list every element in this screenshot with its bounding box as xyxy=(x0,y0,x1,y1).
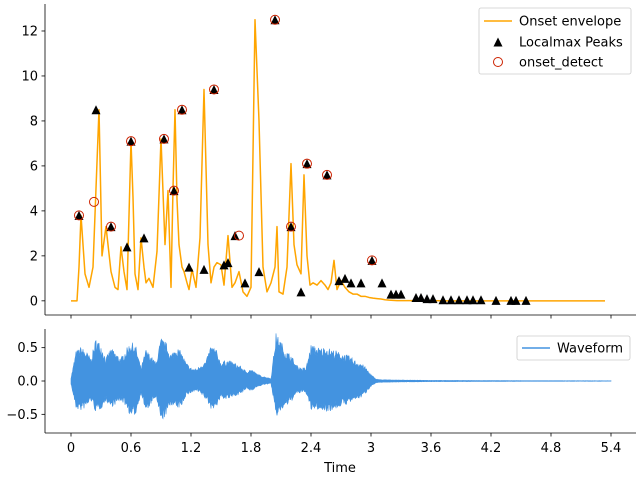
onset-legend-box xyxy=(478,7,632,75)
localmax-peak-marker xyxy=(454,295,464,305)
localmax-peak-marker xyxy=(446,295,456,305)
waveform-y-tick-label: 0.0 xyxy=(17,375,38,390)
onset-y-tick-label: 12 xyxy=(21,24,38,39)
localmax-peak-marker xyxy=(286,222,296,232)
x-tick-label: 1.8 xyxy=(241,441,262,456)
localmax-peak-marker xyxy=(416,292,426,302)
onset-y-tick-label: 8 xyxy=(30,114,38,129)
localmax-peak-marker xyxy=(240,278,250,288)
legend-label-onset-envelope: Onset envelope xyxy=(519,15,621,30)
onset-detect-marker xyxy=(177,104,187,115)
localmax-peak-marker xyxy=(302,159,312,169)
onset-y-ticks: 0 2 4 6 8 10 12 xyxy=(21,24,45,309)
localmax-peak-marker xyxy=(254,267,264,277)
waveform-plot-area xyxy=(70,333,612,420)
onset-detect-marker xyxy=(286,221,296,232)
onset-detect-marker xyxy=(74,210,84,221)
x-tick-label: 3 xyxy=(367,441,375,456)
onset-envelope-panel: 0 2 4 6 8 10 12 Onset envelope Localmax Peaks … xyxy=(21,4,636,319)
waveform-y-tick-label: −0.5 xyxy=(6,408,38,423)
x-tick-label: 3.6 xyxy=(421,441,442,456)
localmax-peak-marker xyxy=(468,295,478,305)
localmax-peak-marker xyxy=(511,295,521,305)
localmax-peak-marker xyxy=(476,295,486,305)
legend-swatch-onset-detect xyxy=(493,57,503,67)
onset-detect-marker xyxy=(302,158,312,169)
localmax-peak-marker xyxy=(106,222,116,232)
onset-detect-marker xyxy=(234,230,244,241)
localmax-peak-marker xyxy=(377,278,387,288)
localmax-peak-marker xyxy=(74,210,84,220)
localmax-peak-marker xyxy=(322,170,332,180)
onset-detect-marker xyxy=(270,14,280,25)
localmax-peak-marker xyxy=(462,295,472,305)
localmax-peak-marker xyxy=(396,289,406,299)
localmax-peak-marker xyxy=(422,294,432,304)
localmax-peak-marker xyxy=(184,262,194,272)
waveform-y-ticks: −0.5 0.0 0.5 xyxy=(6,341,45,423)
localmax-peak-marker xyxy=(438,295,448,305)
localmax-peak-marker xyxy=(340,273,350,283)
onset-detect-marker xyxy=(106,221,116,232)
localmax-peak-marker xyxy=(122,242,132,252)
onset-detect-marker xyxy=(209,84,219,95)
onset-plot-area xyxy=(71,14,605,305)
onset-envelope-line xyxy=(71,18,605,302)
legend-label-waveform: Waveform xyxy=(557,342,623,357)
waveform-area xyxy=(70,333,612,420)
localmax-peak-marker xyxy=(199,264,209,274)
localmax-peak-marker xyxy=(296,287,306,297)
onset-y-tick-label: 6 xyxy=(30,159,38,174)
localmax-peak-marker xyxy=(367,255,377,265)
localmax-peak-marker xyxy=(159,134,169,144)
localmax-peak-marker xyxy=(491,295,501,305)
onset-detect-marker xyxy=(322,169,332,180)
localmax-peak-marker xyxy=(356,278,366,288)
onset-detect-marker xyxy=(89,196,99,207)
x-tick-label: 5.4 xyxy=(601,441,622,456)
onset-y-tick-label: 2 xyxy=(30,249,38,264)
onset-x-ticks xyxy=(70,315,612,319)
waveform-legend: Waveform xyxy=(516,335,631,361)
onset-y-tick-label: 0 xyxy=(30,294,38,309)
localmax-peak-marker xyxy=(177,105,187,115)
localmax-peak-marker xyxy=(346,278,356,288)
localmax-peak-marker xyxy=(91,105,101,115)
x-tick-label: 4.8 xyxy=(541,441,562,456)
localmax-peak-marker xyxy=(223,258,233,268)
x-tick-label: 4.2 xyxy=(481,441,502,456)
legend-label-onset-detect: onset_detect xyxy=(519,56,603,71)
localmax-peak-marker xyxy=(209,84,219,94)
x-tick-label: 0.6 xyxy=(121,441,142,456)
localmax-peak-marker xyxy=(126,136,136,146)
legend-label-localmax-peaks: Localmax Peaks xyxy=(519,36,623,51)
x-axis-label: Time xyxy=(323,461,356,476)
localmax-peak-marker xyxy=(169,186,179,196)
waveform-x-ticks: 0 0.6 1.2 1.8 2.4 3 3.6 4.2 4.8 5.4 xyxy=(67,433,621,456)
localmax-peak-marker xyxy=(270,15,280,25)
onset-detect-marker xyxy=(126,136,136,147)
waveform-panel: −0.5 0.0 0.5 0 0.6 1.2 1.8 2.4 3 3.6 4.2 4.8 5.4 Ti… xyxy=(6,329,636,476)
x-tick-label: 0 xyxy=(67,441,75,456)
onset-detect-marker xyxy=(367,255,377,266)
localmax-peak-marker xyxy=(428,294,438,304)
localmax-peak-marker xyxy=(139,233,149,243)
onset-y-tick-label: 4 xyxy=(30,204,38,219)
onset-legend: Onset envelope Localmax Peaks onset_dete… xyxy=(478,7,632,75)
localmax-peak-marker xyxy=(521,295,531,305)
waveform-y-tick-label: 0.5 xyxy=(17,341,38,356)
waveform-legend-box xyxy=(516,335,631,361)
x-tick-label: 1.2 xyxy=(181,441,202,456)
onset-detect-marker xyxy=(159,133,169,144)
legend-swatch-localmax-peaks xyxy=(493,37,503,47)
onset-y-tick-label: 10 xyxy=(21,69,38,84)
onset-detect-marker xyxy=(169,185,179,196)
x-tick-label: 2.4 xyxy=(301,441,322,456)
